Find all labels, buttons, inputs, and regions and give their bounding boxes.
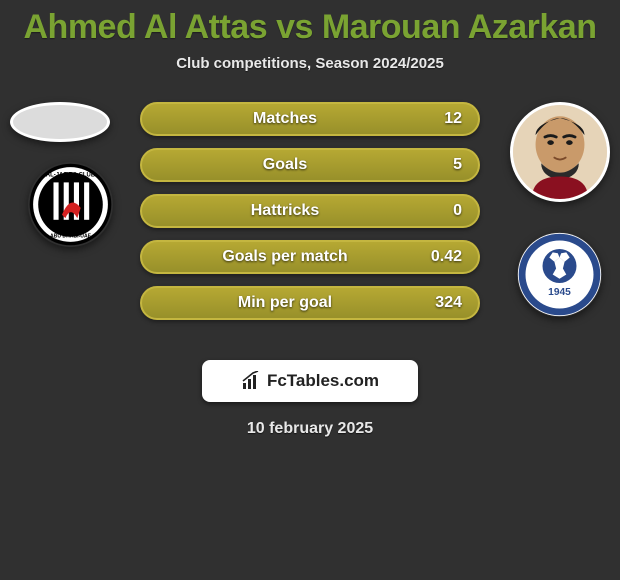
stats-list: Matches 12 Goals 5 Hattricks 0 Goals per… [140, 102, 480, 332]
stat-value-right: 5 [412, 156, 462, 174]
page-title: Ahmed Al Attas vs Marouan Azarkan [0, 0, 620, 47]
stat-row: Matches 12 [140, 102, 480, 136]
stat-label: Matches [158, 110, 412, 128]
stat-label: Goals [158, 156, 412, 174]
page-subtitle: Club competitions, Season 2024/2025 [0, 55, 620, 72]
club-right-badge: 1945 AL-NASR [517, 232, 602, 317]
player-right-avatar [510, 102, 610, 202]
stat-value-right: 12 [412, 110, 462, 128]
svg-text:1945: 1945 [548, 287, 571, 298]
player-left-avatar [10, 102, 110, 142]
brand-text: FcTables.com [267, 371, 379, 391]
chart-icon [241, 371, 261, 391]
stat-row: Goals per match 0.42 [140, 240, 480, 274]
svg-text:ABU DHABI-UAE: ABU DHABI-UAE [50, 234, 92, 240]
stat-label: Goals per match [158, 248, 412, 266]
infographic-date: 10 february 2025 [0, 420, 620, 438]
svg-text:AL-JAZIRA CLUB: AL-JAZIRA CLUB [46, 172, 96, 178]
club-left-badge: AL-JAZIRA CLUB ABU DHABI-UAE [28, 162, 113, 247]
stat-value-right: 0.42 [412, 248, 462, 266]
stat-label: Min per goal [158, 294, 412, 312]
stat-row: Goals 5 [140, 148, 480, 182]
stat-row: Min per goal 324 [140, 286, 480, 320]
stat-value-right: 324 [412, 294, 462, 312]
stat-label: Hattricks [158, 202, 412, 220]
brand-badge: FcTables.com [202, 360, 418, 402]
stat-value-right: 0 [412, 202, 462, 220]
comparison-panel: AL-JAZIRA CLUB ABU DHABI-UAE 1945 [0, 92, 620, 352]
stat-row: Hattricks 0 [140, 194, 480, 228]
